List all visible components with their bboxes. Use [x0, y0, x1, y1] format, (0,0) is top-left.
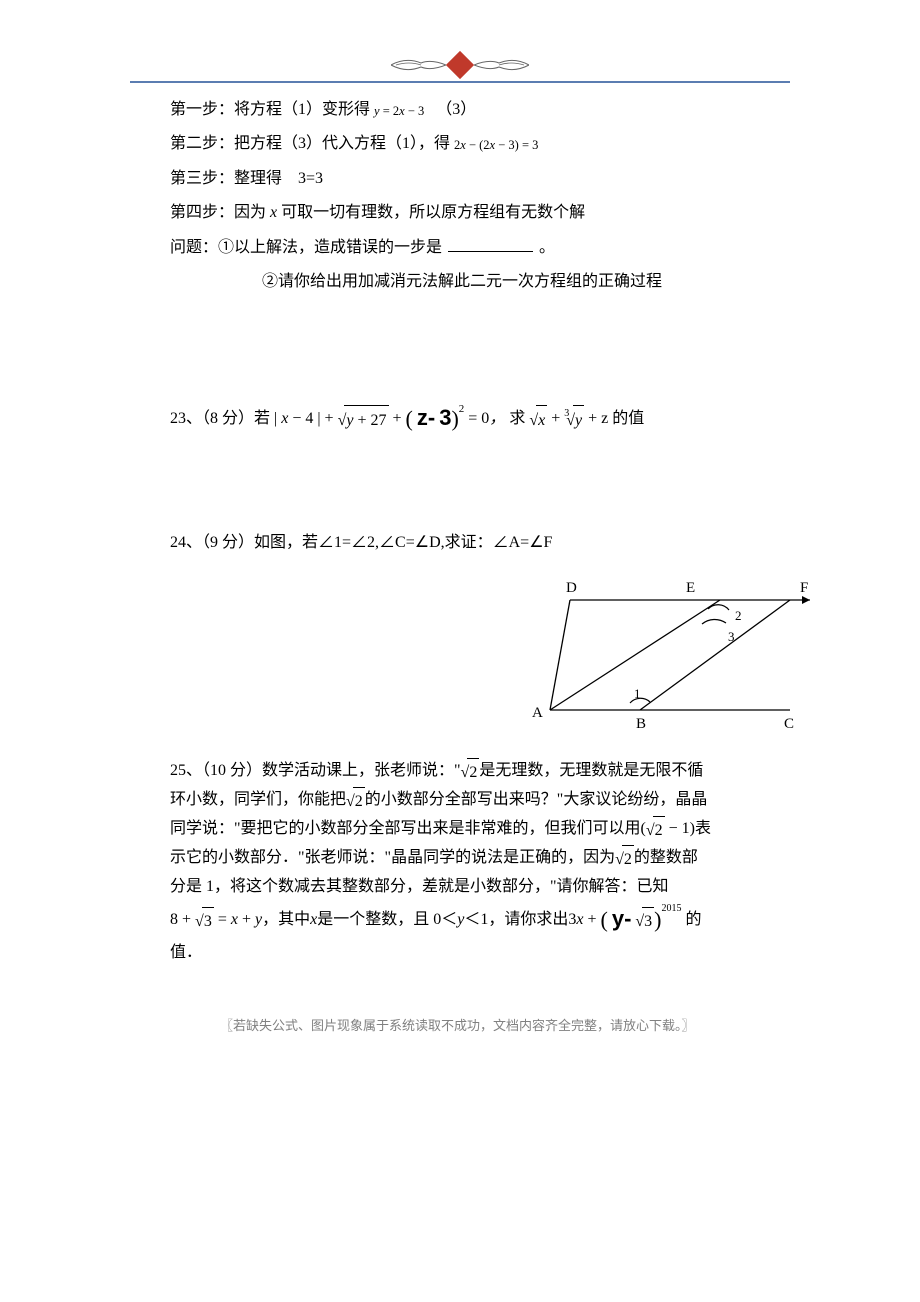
- step1-text: 第一步：将方程（1）变形得: [170, 101, 370, 118]
- q23-formula2: √x + 3√y + z: [529, 410, 612, 427]
- question-25: 25、（10 分）数学活动课上，张老师说："√2是无理数，无理数就是无限不循 环…: [170, 757, 750, 967]
- label-F: F: [800, 580, 808, 596]
- question-23: 23、（8 分）若 | x − 4 | + √y + 27 + ( z- 3)2…: [170, 397, 750, 440]
- blank-underline: [448, 251, 533, 252]
- step4-suffix: 可取一切有理数，所以原方程组有无数个解: [281, 204, 585, 221]
- q25-p2b: 的小数部分全部写出来吗？"大家议论纷纷，晶晶: [365, 791, 708, 808]
- step2-text: 第二步：把方程（3）代入方程（1），得: [170, 135, 450, 152]
- sqrt2-b: √2: [346, 787, 365, 815]
- q25-p6d: 是一个整数，且 0＜: [317, 911, 457, 928]
- question-24: 24、（9 分）如图，若∠1=∠2,∠C=∠D,求证：∠A=∠F: [170, 528, 750, 558]
- q1-prefix: 问题：①以上解法，造成错误的一步是: [170, 239, 442, 256]
- step-2: 第二步：把方程（3）代入方程（1），得 2x − (2x − 3) = 3: [170, 129, 750, 159]
- sqrt2-a: √2: [461, 758, 480, 786]
- angle-3: 3: [728, 629, 735, 644]
- q25-p4b: 的整数部: [634, 849, 698, 866]
- header-decoration: [0, 0, 920, 75]
- q23-formula: | x − 4 | + √y + 27 + ( z- 3)2 = 0，: [274, 410, 509, 427]
- question-1: 问题：①以上解法，造成错误的一步是 。: [170, 233, 750, 263]
- step-1: 第一步：将方程（1）变形得 y = 2x − 3 （3）: [170, 95, 750, 125]
- angle-1: 1: [634, 686, 641, 701]
- main-content: 第一步：将方程（1）变形得 y = 2x − 3 （3） 第二步：把方程（3）代…: [0, 83, 920, 1039]
- q23-tail: 的值: [612, 410, 644, 427]
- q25-p6b: ，其中: [262, 911, 310, 928]
- q25-p7: 值．: [170, 939, 750, 966]
- step-3: 第三步：整理得 3=3: [170, 164, 750, 194]
- q25-p5: 分是 1，将这个数减去其整数部分，差就是小数部分，"请你解答：已知: [170, 873, 750, 900]
- label-E: E: [686, 580, 695, 596]
- label-D: D: [566, 580, 577, 596]
- q25-p1a: 25、（10 分）数学活动课上，张老师说：": [170, 762, 461, 779]
- diamond-icon: [446, 51, 474, 79]
- step4-prefix: 第四步：因为: [170, 204, 266, 221]
- step2-formula: 2x − (2x − 3) = 3: [454, 138, 538, 152]
- step4-var: x: [270, 204, 277, 221]
- q23-label: 23、（8 分）若: [170, 410, 270, 427]
- sqrt2-minus1: (√2 − 1): [641, 820, 695, 837]
- angle-2: 2: [735, 608, 742, 623]
- q25-p6h: 的: [682, 911, 702, 928]
- q1-suffix: 。: [539, 239, 555, 256]
- question-2: ②请你给出用加减消元法解此二元一次方程组的正确过程: [262, 267, 750, 297]
- label-C: C: [784, 716, 794, 732]
- wing-left-icon: [391, 57, 446, 73]
- label-A: A: [532, 705, 543, 721]
- sqrt2-c: √2: [615, 845, 634, 873]
- q25-p3b: 表: [695, 820, 711, 837]
- footer-note: 〖若缺失公式、图片现象属于系统读取不成功，文档内容齐全完整，请放心下载。〗: [170, 1014, 750, 1039]
- q25-p4a: 示它的小数部分．"张老师说："晶晶同学的说法是正确的，因为: [170, 849, 615, 866]
- q25-p3a: 同学说："要把它的小数部分全部写出来是非常难的，但我们可以用: [170, 820, 641, 837]
- step1-formula: y = 2x − 3: [374, 104, 424, 118]
- geometry-diagram: D E F A B C 1 2 3: [520, 570, 820, 750]
- wing-right-icon: [474, 57, 529, 73]
- step1-suffix: （3）: [428, 101, 476, 118]
- q25-p6f: ＜1，请你求出: [464, 911, 568, 928]
- q25-eq: 8 + √3 = x + y: [170, 911, 262, 928]
- label-B: B: [636, 716, 646, 732]
- q25-p2a: 环小数，同学们，你能把: [170, 791, 346, 808]
- q25-p1b: 是无理数，无理数就是无限不循: [479, 762, 703, 779]
- q23-mid: 求: [509, 410, 525, 427]
- step-4: 第四步：因为 x 可取一切有理数，所以原方程组有无数个解: [170, 198, 750, 228]
- decoration-inner: [391, 55, 529, 75]
- q25-expr: 3x + ( y- √3)2015: [568, 911, 681, 928]
